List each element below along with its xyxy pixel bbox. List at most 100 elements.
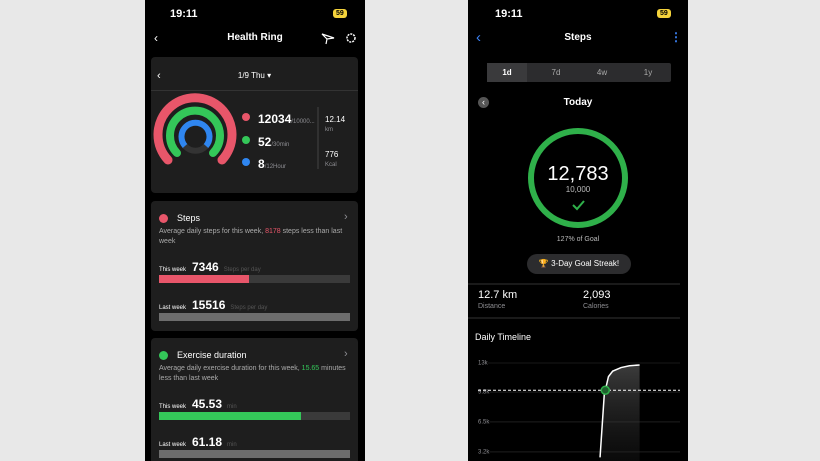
- check-icon: [572, 200, 585, 211]
- streak: 3-Day Goal Streak!: [551, 259, 620, 268]
- date-picker[interactable]: 1/9 Thu ▾: [237, 71, 272, 80]
- card-title: Exercise duration: [177, 350, 247, 360]
- more-button[interactable]: ⋮: [670, 30, 682, 44]
- left-graphics: [321, 33, 356, 45]
- timeline-chart: 13k 9.8k 6.5k 3.2k: [477, 360, 680, 461]
- week-row: This week 7346 Steps per day: [159, 259, 261, 275]
- week-label: This week: [159, 404, 187, 410]
- week-value: 7346: [192, 260, 219, 274]
- week-row: This week 45.53 min: [159, 396, 237, 412]
- tab[interactable]: 4w: [596, 68, 608, 77]
- exercise-ring: [166, 106, 224, 157]
- bar: [159, 412, 302, 420]
- summary-card: ‹ 1/9 Thu ▾ 12034/10000... 52/30min 8/12…: [151, 57, 358, 193]
- screen-title: Health Ring: [227, 32, 283, 43]
- highlight: 8178: [265, 228, 281, 235]
- prev-day[interactable]: ‹: [157, 70, 161, 82]
- week-label: Last week: [159, 442, 187, 448]
- goal: /12Hour: [264, 164, 287, 170]
- chart-title: Daily Timeline: [475, 332, 532, 342]
- tab-bar: 1d 7d 4w 1y: [487, 63, 671, 82]
- y-tick-label: 6.5k: [478, 420, 490, 426]
- bar: [159, 275, 250, 283]
- streak-pill[interactable]: 🏆 3-Day Goal Streak!: [527, 254, 631, 274]
- steps-stat: 12034/10000...: [258, 111, 315, 127]
- status-time: 19:11: [170, 8, 198, 20]
- week-unit: min: [227, 442, 237, 448]
- prev-day[interactable]: ‹: [478, 97, 489, 108]
- week-row: Last week 15516 Steps per day: [159, 297, 267, 313]
- step-count: 12,783: [547, 163, 609, 185]
- y-tick-label: 13k: [478, 361, 489, 367]
- bar: [159, 450, 350, 458]
- back-button[interactable]: ‹: [476, 29, 481, 46]
- goal: /30min: [271, 142, 290, 148]
- stand-icon: [242, 158, 250, 166]
- tab[interactable]: 7d: [551, 68, 561, 77]
- goal-percent: 127% of Goal: [556, 236, 600, 243]
- value: 52: [258, 135, 272, 149]
- week-label: This week: [159, 267, 187, 273]
- y-tick-label: 3.2k: [478, 450, 490, 456]
- week-value: 15516: [192, 298, 226, 312]
- goal-marker: [600, 385, 611, 395]
- calories-unit: Kcal: [325, 162, 337, 168]
- exercise-card[interactable]: Exercise duration › Average daily exercise…: [151, 338, 358, 461]
- rings: [153, 93, 319, 169]
- goal-ring: [528, 128, 628, 228]
- area: [600, 364, 640, 461]
- step-goal: 10,000: [565, 185, 591, 194]
- exercise-stat: 52/30min: [258, 134, 289, 150]
- bar-track: [159, 450, 350, 458]
- share-icon[interactable]: [321, 33, 335, 45]
- text: steps less than last week: [159, 228, 343, 245]
- steps-ring: [153, 93, 237, 165]
- chevron: ›: [344, 211, 348, 223]
- date: 1/9 Thu: [237, 71, 265, 80]
- week-unit: Steps per day: [230, 305, 268, 311]
- stand-stat: 8/12Hour: [258, 156, 286, 172]
- divider: [151, 90, 358, 91]
- day-label: Today: [563, 97, 593, 108]
- distance-unit: km: [325, 127, 333, 133]
- week-unit: min: [227, 404, 237, 410]
- left-phone: 19:11 59 ‹ Health Ring ‹ 1/9 Thu ▾ 12034…: [145, 0, 365, 461]
- back-button[interactable]: ‹: [154, 31, 158, 45]
- value: 12034: [258, 112, 292, 126]
- week-value: 45.53: [192, 397, 223, 411]
- text: Average daily steps for this week,: [159, 228, 266, 235]
- battery: 59: [657, 9, 671, 18]
- value: 8: [258, 157, 265, 171]
- text: Average daily exercise duration for this…: [159, 365, 302, 372]
- tab[interactable]: 1d: [487, 63, 527, 82]
- distance: 12.7 km: [478, 289, 518, 301]
- bar-track: [159, 275, 350, 283]
- right-graphics: 13k 9.8k 6.5k 3.2k: [468, 128, 680, 461]
- battery: 59: [333, 9, 347, 18]
- chevron: ›: [344, 348, 348, 360]
- bar-track: [159, 313, 350, 321]
- exercise-icon: [242, 136, 250, 144]
- settings-icon[interactable]: [346, 33, 356, 43]
- highlight: 15.65: [301, 365, 320, 372]
- week-label: Last week: [159, 305, 187, 311]
- steps-card[interactable]: Steps › Average daily steps for this week,…: [151, 201, 358, 331]
- description: Average daily exercise duration for this…: [159, 364, 349, 384]
- distance: 12.14: [325, 115, 346, 124]
- distance-label: Distance: [478, 303, 506, 310]
- card-icon: [159, 351, 168, 360]
- right-phone: 19:11 59 ‹ Steps ⋮ 1d 7d 4w 1y ‹ Today 13k 9…: [468, 0, 688, 461]
- text: minutes less than last week: [159, 365, 346, 382]
- description: Average daily steps for this week, 8178 …: [159, 227, 349, 247]
- y-tick-label: 9.8k: [478, 390, 490, 396]
- week-row: Last week 61.18 min: [159, 434, 237, 450]
- stand-ring: [178, 119, 213, 149]
- bar: [159, 313, 350, 321]
- week-value: 61.18: [192, 435, 223, 449]
- tab[interactable]: 1y: [643, 68, 653, 77]
- calories: 776: [325, 150, 339, 159]
- calories-label: Calories: [583, 303, 609, 310]
- screen-title: Steps: [564, 32, 592, 43]
- steps-icon: [242, 113, 250, 121]
